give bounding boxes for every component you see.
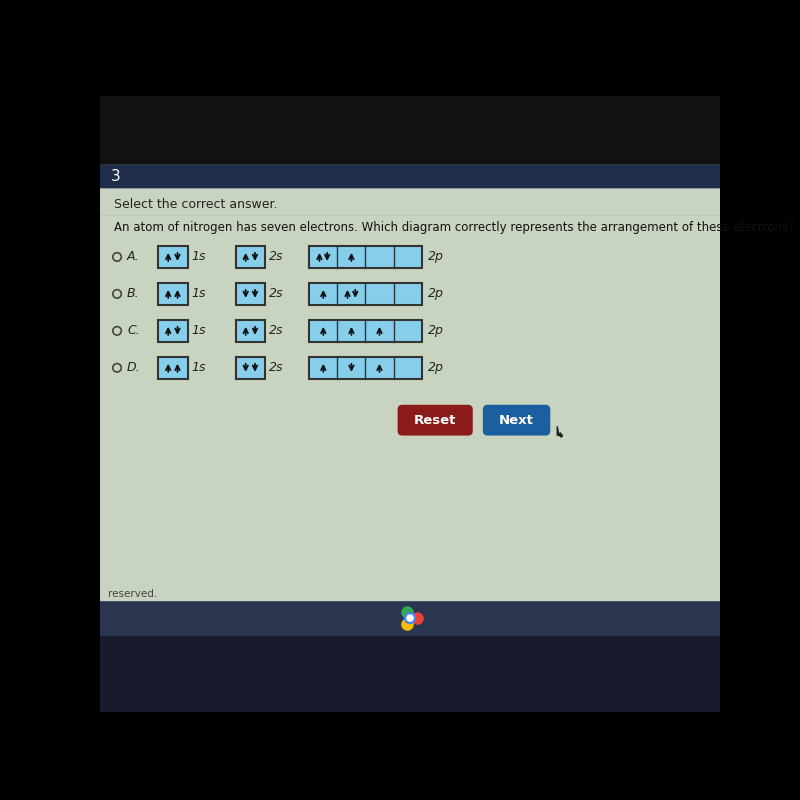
Text: A.: A.: [127, 250, 140, 263]
FancyBboxPatch shape: [398, 405, 473, 435]
Bar: [100, 166, 720, 187]
Text: Select the correct answer.: Select the correct answer.: [114, 198, 278, 211]
Text: 2s: 2s: [269, 362, 283, 374]
Bar: [158, 246, 187, 268]
FancyBboxPatch shape: [483, 405, 550, 435]
Text: 2p: 2p: [428, 362, 444, 374]
Text: reserved.: reserved.: [108, 589, 157, 599]
Text: 2s: 2s: [269, 324, 283, 338]
Text: Next: Next: [498, 414, 534, 426]
Text: An atom of nitrogen has seven electrons. Which diagram correctly represents the : An atom of nitrogen has seven electrons.…: [114, 221, 794, 234]
Circle shape: [405, 613, 415, 623]
Text: Reset: Reset: [414, 414, 456, 426]
Text: C.: C.: [127, 324, 140, 338]
Polygon shape: [558, 426, 562, 437]
Bar: [100, 166, 720, 600]
Text: 2s: 2s: [269, 250, 283, 263]
Bar: [100, 635, 720, 712]
Bar: [310, 283, 422, 305]
Text: 1s: 1s: [191, 250, 206, 263]
Text: 2p: 2p: [428, 287, 444, 300]
Text: 2s: 2s: [269, 287, 283, 300]
Text: 1s: 1s: [191, 287, 206, 300]
Bar: [236, 246, 265, 268]
Bar: [236, 320, 265, 342]
Bar: [236, 283, 265, 305]
Text: 3: 3: [111, 169, 121, 183]
Text: 2p: 2p: [428, 324, 444, 338]
Bar: [158, 357, 187, 378]
Bar: [310, 246, 422, 268]
Text: 1s: 1s: [191, 324, 206, 338]
Bar: [158, 320, 187, 342]
Circle shape: [407, 615, 413, 621]
Text: 2p: 2p: [428, 250, 444, 263]
Text: 1s: 1s: [191, 362, 206, 374]
Bar: [310, 357, 422, 378]
Bar: [100, 600, 720, 635]
Text: D.: D.: [127, 362, 141, 374]
Bar: [158, 283, 187, 305]
Bar: [310, 320, 422, 342]
Text: B.: B.: [127, 287, 140, 300]
Bar: [236, 357, 265, 378]
Bar: [100, 96, 720, 166]
